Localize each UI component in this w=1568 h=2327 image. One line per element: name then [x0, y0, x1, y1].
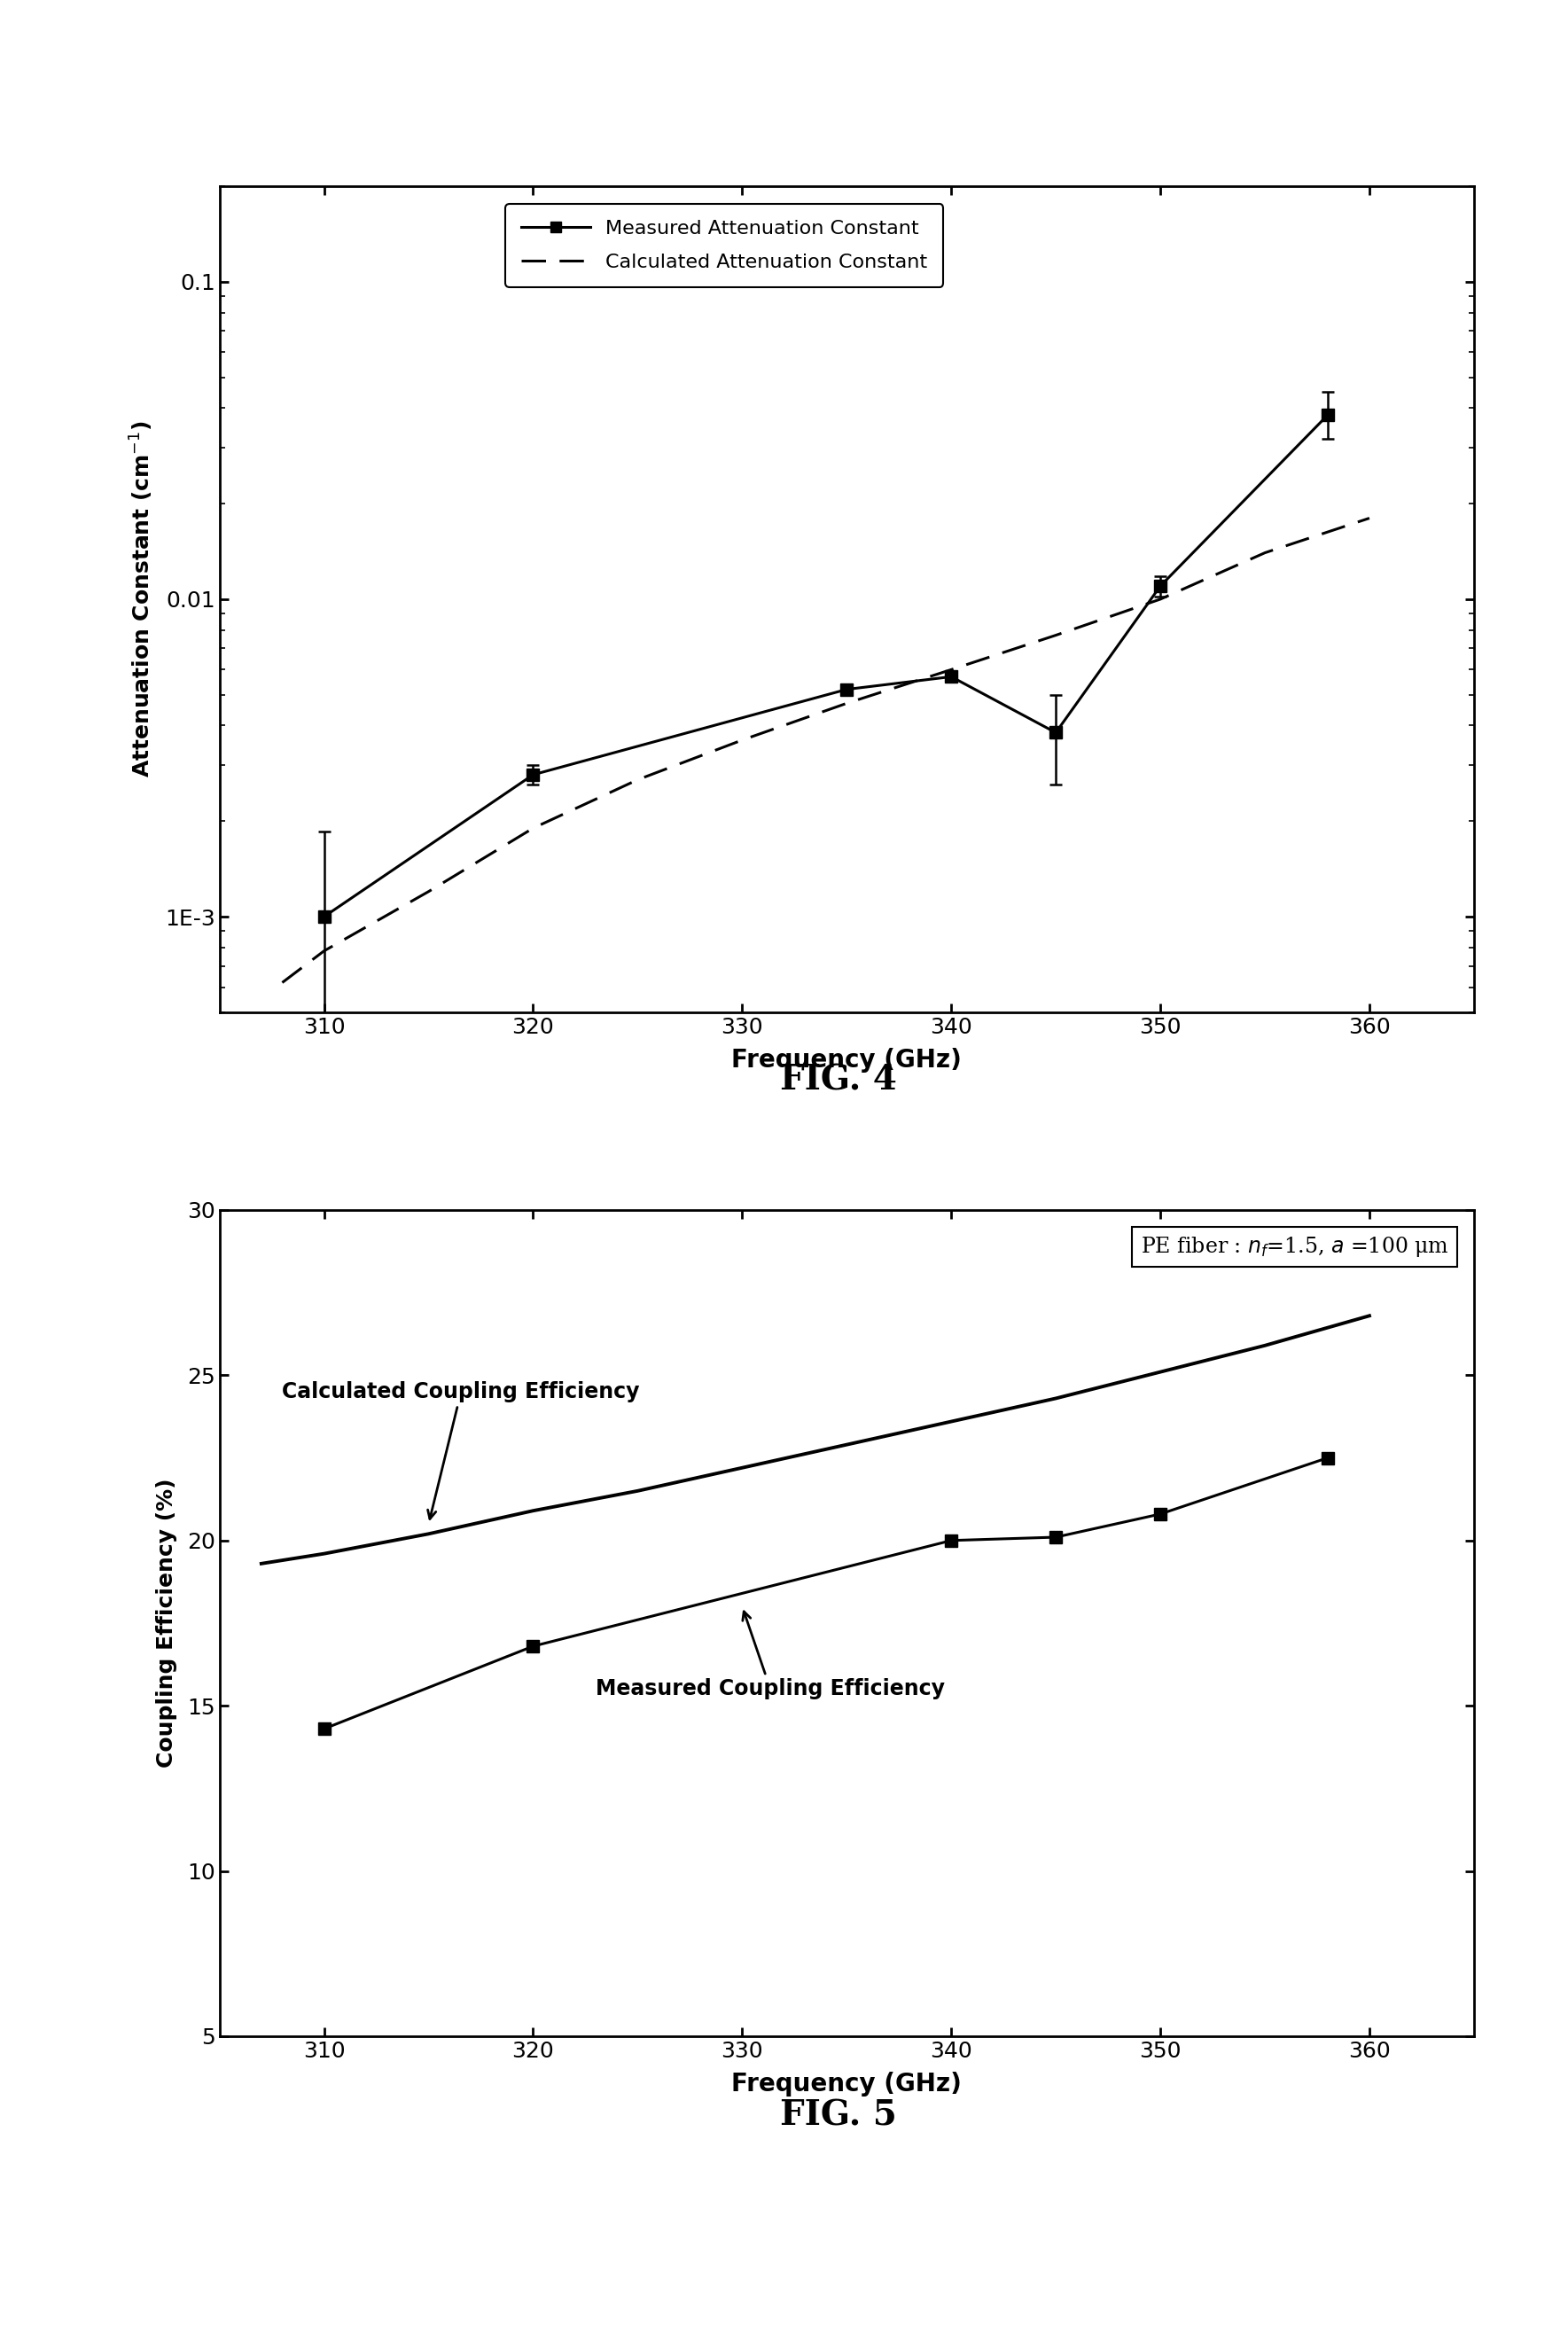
Y-axis label: Attenuation Constant (cm$^{-1}$): Attenuation Constant (cm$^{-1}$)	[129, 421, 155, 777]
Text: Measured Coupling Efficiency: Measured Coupling Efficiency	[596, 1613, 946, 1699]
Text: FIG. 4: FIG. 4	[781, 1063, 897, 1096]
Text: Calculated Coupling Efficiency: Calculated Coupling Efficiency	[282, 1382, 640, 1520]
Text: FIG. 5: FIG. 5	[781, 2099, 897, 2132]
Legend: Measured Attenuation Constant, Calculated Attenuation Constant: Measured Attenuation Constant, Calculate…	[505, 205, 944, 286]
X-axis label: Frequency (GHz): Frequency (GHz)	[732, 1047, 961, 1073]
Text: PE fiber : $n_f$=1.5, $a$ =100 μm: PE fiber : $n_f$=1.5, $a$ =100 μm	[1140, 1236, 1449, 1259]
X-axis label: Frequency (GHz): Frequency (GHz)	[732, 2071, 961, 2097]
Y-axis label: Coupling Efficiency (%): Coupling Efficiency (%)	[155, 1478, 177, 1769]
